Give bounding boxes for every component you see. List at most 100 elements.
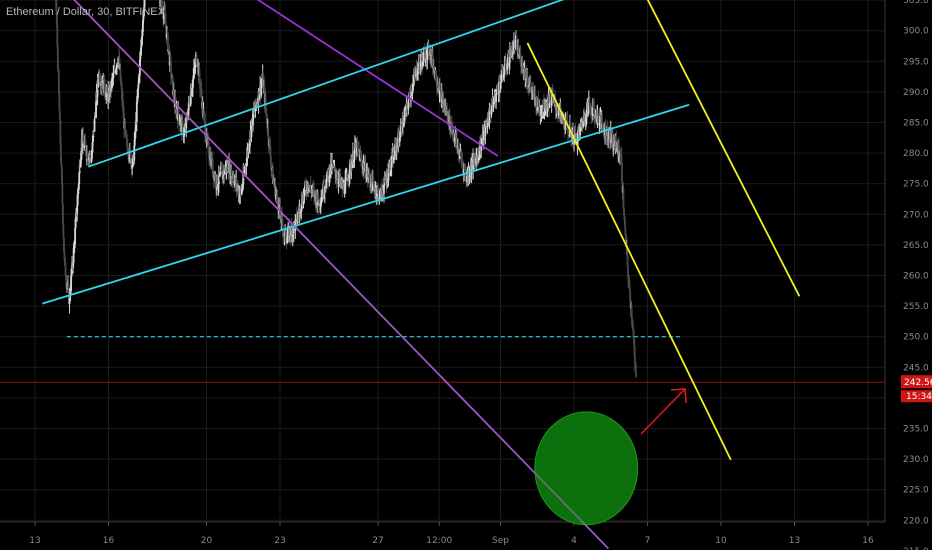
candle-body (377, 190, 380, 200)
x-tick-label: 16 (103, 536, 115, 546)
candle-body (166, 33, 169, 52)
x-tick-label: 16 (862, 536, 874, 546)
candle-body (569, 124, 572, 127)
x-tick-label: 7 (645, 536, 651, 546)
candle-body (463, 167, 466, 170)
candle-body (163, 9, 166, 14)
candle-body (508, 62, 511, 66)
candle-body (193, 67, 196, 69)
candle-body (198, 68, 201, 80)
candle-body (513, 41, 516, 43)
candle-body (214, 177, 217, 188)
candle-body (408, 95, 411, 97)
candle-body (419, 61, 422, 67)
candle-body (238, 190, 241, 198)
candle-body (631, 317, 634, 322)
candle-body (62, 224, 65, 238)
candle-body (634, 358, 637, 372)
candle-body (308, 187, 310, 192)
candle-body (121, 88, 123, 101)
candle-body (392, 151, 395, 163)
candle-body (371, 177, 374, 191)
candle-body (179, 120, 182, 125)
candle-body (324, 188, 327, 190)
candle-body (232, 177, 235, 183)
candle-body (395, 143, 398, 152)
candle-body (63, 237, 65, 252)
candle-body (60, 166, 63, 184)
candle-body (537, 98, 540, 108)
candle-body (516, 39, 518, 51)
candle-body (386, 171, 389, 183)
candle-body (617, 142, 620, 150)
candle-body (143, 9, 145, 11)
candle-body (292, 223, 295, 234)
candle-body (515, 38, 518, 40)
candle-body (79, 159, 82, 167)
candle-body (557, 110, 560, 116)
candle-body (254, 109, 256, 112)
candle-body (606, 126, 609, 140)
candle-body (511, 49, 514, 57)
candle-body (181, 120, 184, 132)
candle-body (182, 135, 185, 137)
candle-body (328, 170, 330, 181)
candle-body (182, 123, 185, 137)
candle-body (375, 193, 378, 197)
candle-body (383, 176, 386, 186)
candle-body (344, 175, 347, 180)
candle-body (521, 59, 524, 69)
candle-body (263, 87, 266, 104)
candle-body (596, 119, 598, 122)
candle-body (626, 246, 628, 255)
candle-body (118, 56, 120, 58)
candle-body (304, 183, 307, 186)
candle-body (390, 163, 393, 168)
candle-body (631, 321, 634, 327)
candle-body (482, 130, 485, 140)
candle-body (78, 172, 81, 184)
candle-body (140, 39, 143, 48)
y-tick-label: 245.0 (903, 363, 929, 373)
candle-body (299, 211, 302, 214)
candle-body (584, 119, 587, 122)
candle-body (245, 157, 248, 166)
candle-body (70, 273, 73, 276)
candle-body (517, 48, 520, 53)
candle-body (320, 198, 323, 205)
candle-body (601, 123, 604, 125)
candle-body (178, 116, 180, 124)
candle-body (624, 227, 627, 235)
candle-body (216, 186, 219, 188)
candle-body (544, 107, 546, 112)
candle-body (308, 187, 311, 189)
candle-body (325, 179, 328, 188)
candle-body (250, 125, 253, 137)
candle-body (336, 178, 339, 182)
candle-body (328, 175, 331, 181)
candle-body (534, 93, 537, 99)
candle-body (592, 103, 595, 108)
candle-body (103, 79, 106, 93)
candle-body (411, 92, 413, 96)
candle-body (622, 188, 625, 209)
candle-body (89, 154, 92, 159)
candle-body (516, 50, 519, 52)
candle-body (443, 101, 446, 109)
candle-body (607, 132, 610, 139)
candle-body (275, 194, 277, 199)
candle-body (407, 102, 410, 110)
candle-body (86, 150, 89, 158)
candle-body (387, 170, 390, 179)
y-tick-label: 280.0 (903, 149, 929, 159)
candle-body (64, 261, 67, 276)
candle-body (618, 149, 621, 156)
candle-body (396, 143, 399, 145)
candle-body (142, 9, 145, 21)
candle-body (528, 84, 531, 88)
candle-body (633, 345, 636, 359)
candle-body (190, 91, 193, 96)
candle-body (549, 94, 552, 102)
candle-body (224, 170, 226, 175)
